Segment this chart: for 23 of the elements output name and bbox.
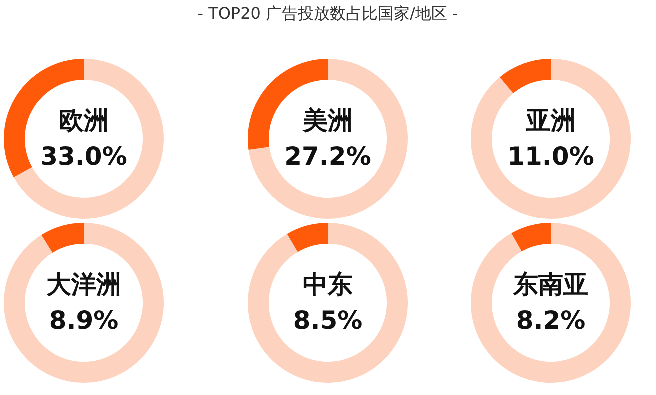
donut-slice [471,59,631,219]
donut-slice [42,223,84,253]
data-label: 8.5% [293,306,363,335]
donut-slice [471,223,631,383]
data-label: 33.0% [40,142,128,171]
slice-label: 东南亚 [512,270,588,299]
donut-slice [14,59,164,219]
slice-label: 中东 [303,270,353,299]
slice-label: 美洲 [302,106,353,135]
donut-slice [248,223,408,383]
donut-slice [500,59,551,94]
slice-label: 欧洲 [59,106,109,135]
data-label: 27.2% [284,142,372,171]
donut-slice [4,223,164,383]
donut-slice [287,223,328,252]
data-label: 8.2% [516,306,586,335]
data-label: 11.0% [508,142,594,171]
slice-label: 大洋洲 [46,270,122,299]
text: - TOP20 广告投放数占比国家/地区 - [196,4,460,25]
donut-slice [248,59,408,219]
donut-slice [512,223,551,252]
data-label: 8.9% [49,306,119,335]
slice-label: 亚洲 [525,106,576,135]
